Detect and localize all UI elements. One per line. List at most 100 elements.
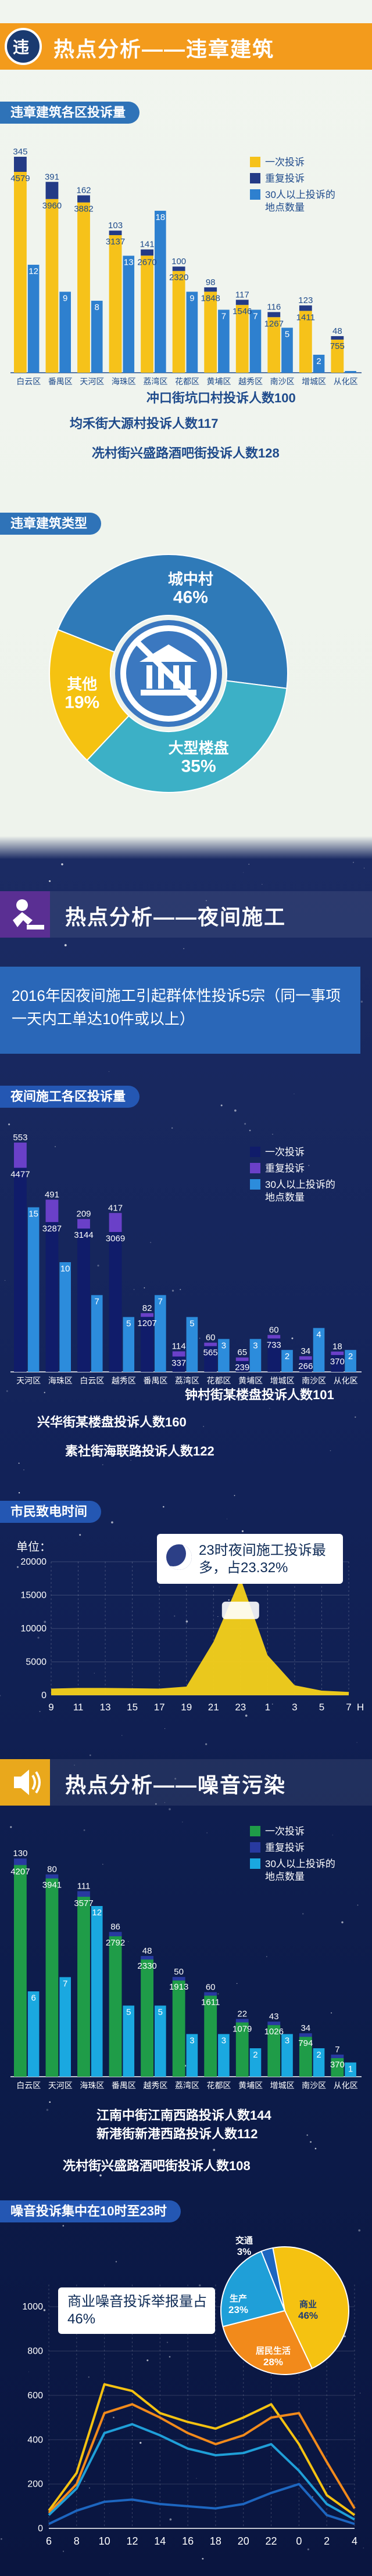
data-label-series1: 1611: [201, 1997, 220, 2007]
bar-series3: [186, 2034, 198, 2077]
star-dot: [359, 2393, 361, 2394]
callout-text: 23时夜间施工投诉最多，占23.32%: [199, 1543, 326, 1576]
star-dot: [163, 1506, 164, 1508]
annotation-5: 兴华街某楼盘投诉人数160: [37, 1415, 187, 1429]
data-label-series2: 34: [301, 2023, 310, 2033]
chart-title-illegal-district: 违章建筑各区投诉量: [0, 102, 140, 124]
x-axis-label: H: [357, 1702, 364, 1713]
line-series: [48, 2383, 356, 2516]
bar-series3: [59, 291, 71, 373]
star-dot: [49, 2101, 51, 2103]
star-dot: [8, 1123, 10, 1126]
data-label-series3: 3: [253, 1341, 257, 1350]
data-label-series2: 60: [269, 1325, 279, 1335]
bar-series3: [123, 1317, 135, 1372]
data-label-series3: 1: [348, 2065, 353, 2074]
x-tick-label: 白云区: [80, 1376, 104, 1385]
x-tick-label: 荔湾区: [143, 377, 167, 386]
data-label-series1: 239: [235, 1363, 249, 1372]
bar-series1: [77, 1228, 90, 1372]
data-label-series3: 5: [158, 2008, 163, 2017]
star-dot: [241, 1530, 244, 1533]
data-label-series2: 103: [108, 221, 123, 230]
data-label-series3: 3: [285, 2036, 289, 2046]
x-tick-label: 番禺区: [112, 2081, 136, 2090]
callout-text: 商业噪音投诉举报量占46%: [67, 2294, 207, 2327]
line-unit-label: 单位：: [16, 1541, 51, 1554]
pie-slice: [86, 680, 288, 793]
bar-series2: [204, 1342, 217, 1346]
x-tick-label: 11: [73, 1702, 84, 1713]
data-label-series3: 2: [348, 1352, 353, 1361]
bar-series1: [299, 2037, 312, 2077]
star-dot: [44, 1620, 46, 1623]
bar-series3: [313, 1328, 325, 1372]
bar-series1: [109, 235, 122, 373]
data-label-series3: 18: [155, 212, 165, 222]
legend-label: 30人以上投诉的: [265, 1179, 335, 1190]
annotation-4: 钟村街某楼盘投诉人数101: [185, 1388, 334, 1402]
data-label-series1: 3069: [106, 1234, 125, 1244]
bar-series2: [331, 336, 344, 340]
bar-series3: [59, 1977, 71, 2077]
data-label-series3: 6: [31, 1993, 35, 2003]
bar-series2: [141, 1956, 153, 1960]
x-tick-label: 花都区: [207, 2081, 231, 2090]
y-tick-label: 0: [41, 1691, 46, 1700]
x-tick-label: 7: [346, 1702, 351, 1713]
star-dot: [271, 1703, 273, 1705]
bar-series2: [77, 1219, 90, 1229]
banner-title: 热点分析——噪音污染: [65, 1773, 287, 1797]
bar-series1: [331, 2058, 344, 2077]
star-dot: [23, 1469, 24, 1471]
bar-series2: [77, 1891, 90, 1897]
star-dot: [74, 1764, 75, 1766]
star-dot: [164, 1802, 166, 1803]
bar-series1: [14, 1168, 27, 1372]
bar-series2: [331, 2054, 344, 2058]
bar-series3: [59, 1262, 71, 1372]
data-label-series2: 209: [76, 1209, 91, 1219]
callout-commercial: 商业噪音投诉举报量占46%: [58, 2287, 215, 2334]
night-construction-note: 2016年因夜间施工引起群体性投诉5宗（同一事项一天内工单达10件或以上）: [0, 967, 360, 1054]
star-dot: [62, 2550, 65, 2552]
data-label-series2: 345: [13, 147, 27, 157]
data-label-series2: 117: [235, 290, 249, 300]
pie-value: 19%: [65, 693, 99, 712]
star-dot: [213, 2149, 216, 2151]
star-dot: [43, 2309, 46, 2311]
x-tick-label: 21: [208, 1702, 219, 1713]
bar-series1: [299, 1360, 312, 1372]
x-tick-label: 16: [182, 2535, 194, 2547]
legend-label: 地点数量: [265, 1871, 305, 1882]
y-tick-label: 600: [27, 2391, 43, 2401]
callout-peak-23: 23时夜间施工投诉最多，占23.32%: [157, 1534, 343, 1584]
data-label-series2: 82: [142, 1303, 152, 1313]
star-dot: [355, 1416, 356, 1418]
annotation-8: 新港街新港西路投诉人数112: [96, 2127, 258, 2141]
bar-series2: [235, 1357, 249, 1361]
bar-series2: [109, 1932, 122, 1937]
star-dot: [39, 1710, 41, 1712]
star-dot: [180, 1289, 181, 1291]
star-dot: [97, 1264, 99, 1267]
speaker-icon: [0, 1759, 50, 1806]
x-tick-label: 2: [324, 2535, 330, 2547]
star-dot: [331, 2012, 332, 2014]
star-dot: [146, 2359, 149, 2362]
star-dot: [17, 1566, 19, 1568]
star-dot: [269, 1408, 270, 1409]
star-dot: [249, 1129, 251, 1132]
star-dot: [357, 1904, 359, 1906]
data-label-series2: 116: [267, 302, 281, 312]
bar-series2: [14, 156, 27, 172]
bar-series2: [172, 266, 185, 271]
bar-series2: [267, 1335, 281, 1339]
bar-series1: [172, 271, 185, 373]
star-dot: [234, 1495, 235, 1496]
star-dot: [164, 1728, 166, 1729]
data-label-series2: 123: [298, 296, 313, 305]
data-label-series1: 2792: [106, 1938, 125, 1948]
bar-series3: [218, 1339, 230, 1372]
star-dot: [84, 2480, 85, 2482]
